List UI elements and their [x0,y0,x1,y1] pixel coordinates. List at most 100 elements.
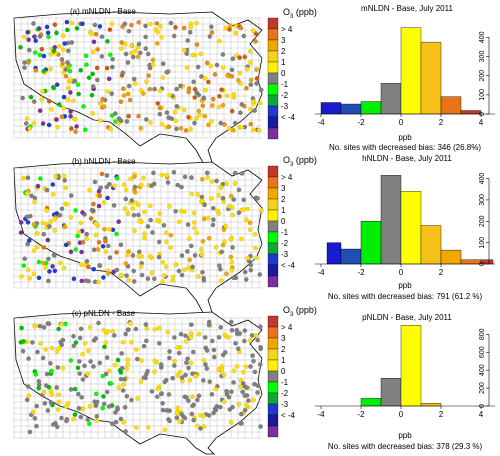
station-dot [183,372,188,378]
station-dot [211,347,217,353]
station-dot [77,335,83,341]
station-dot [160,400,165,406]
legend-title: O3 (ppb) [283,7,317,20]
station-dot [148,21,153,27]
station-dot [192,225,197,231]
station-dot [201,424,207,429]
station-dot [112,183,117,189]
station-dot [200,238,206,244]
station-dot [63,185,69,191]
station-dot [61,105,66,111]
y-tick-label: 400 [479,364,486,376]
station-dot [85,264,91,270]
hist-bar [400,325,422,407]
station-dot [237,70,243,76]
station-dot [253,333,259,338]
legend-title-sub: 3 [290,14,294,20]
station-dot [104,355,110,360]
station-dot [184,65,190,70]
legend-label: -3 [281,102,289,111]
station-dot [214,62,220,68]
station-dot [178,208,184,214]
station-dot [119,365,125,371]
station-dot [188,126,193,132]
station-dot [47,224,52,229]
station-dot [151,276,157,282]
station-dot [174,86,180,92]
station-dot [158,24,163,29]
station-dot [191,210,197,216]
station-dot [121,419,126,425]
station-dot [205,216,211,221]
station-dot [191,79,196,85]
station-dot [255,390,260,395]
legend-label: > 4 [281,25,293,34]
y-tick-label: 400 [479,173,486,185]
station-dot [50,422,56,427]
station-dot [188,360,194,366]
station-dot [160,279,166,284]
station-dot [210,222,216,228]
station-dot [31,271,37,277]
station-dot [165,329,171,335]
station-dot [195,423,200,429]
station-dot [248,77,254,83]
station-dot [125,210,131,216]
station-dot [144,79,149,84]
station-dot [220,102,226,108]
station-dot [242,407,248,413]
legend-label: -2 [281,389,289,398]
station-dot [152,86,157,92]
legend-swatch [267,50,279,63]
station-dot [120,382,126,387]
legend-swatch [267,392,279,405]
station-dot [179,184,184,190]
station-dot [33,38,39,44]
hist-bar [340,248,362,265]
station-dot [58,322,64,327]
station-dot [65,48,71,54]
station-dot [68,113,73,119]
station-dot [231,197,237,202]
station-dot [194,42,200,47]
x-tick-label: -4 [317,268,325,277]
station-dot [234,364,240,369]
station-dot [213,244,219,250]
station-dot [129,339,134,345]
station-dot [209,391,215,397]
legend-swatch [267,381,279,394]
station-dot [220,52,226,57]
station-dot [201,95,207,101]
station-dot [189,411,195,417]
histogram-b: -4 -2 0 2 0 100 200 300 400 [315,173,495,277]
station-dot [171,363,177,368]
station-dot [82,363,87,369]
station-dot [107,52,113,58]
station-dot [105,38,110,44]
station-dot [172,335,177,340]
station-dot [78,326,84,332]
station-dot [258,87,264,93]
station-dot [68,109,73,114]
station-dot [71,276,77,282]
station-dot [164,69,170,75]
station-dot [136,19,142,25]
y-tick-label: 0 [479,262,486,266]
station-dot [101,394,106,399]
station-dot [92,179,98,185]
station-dot [135,396,140,401]
legend-title: O3 (ppb) [283,305,317,318]
x-tick-label: 0 [399,118,404,127]
station-dot [238,81,243,86]
station-dot [83,53,89,59]
station-dot [239,420,244,426]
station-dot [125,60,131,65]
station-dot [203,87,208,93]
station-dot [154,394,160,400]
station-dot [84,231,90,237]
station-dot [241,197,247,203]
station-dot [109,21,115,27]
station-dot [119,351,125,356]
station-dot [86,75,92,81]
station-dot [216,211,222,216]
